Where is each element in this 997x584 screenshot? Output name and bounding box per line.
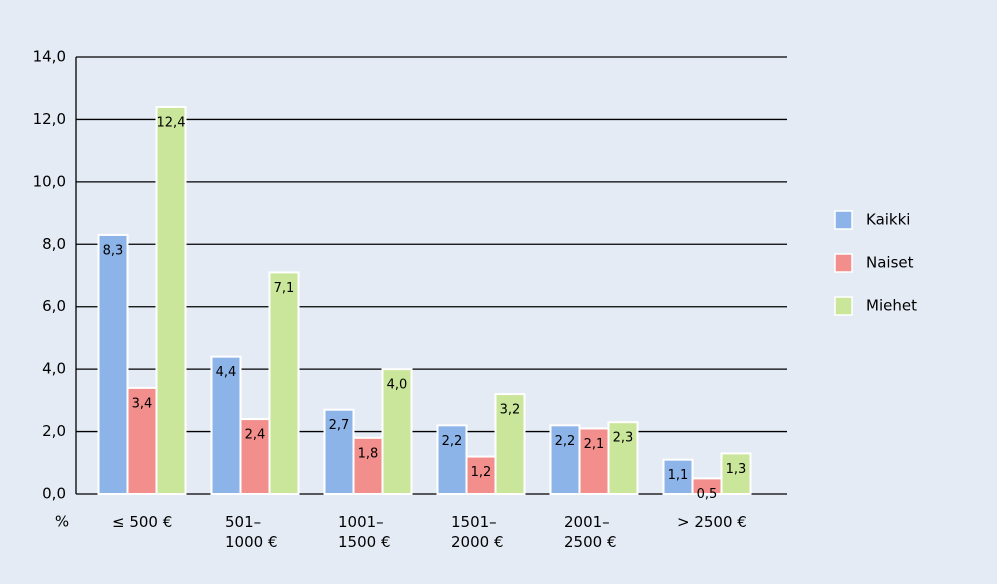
value-label: 2,7 xyxy=(329,418,350,433)
y-tick-label: 8,0 xyxy=(42,235,66,253)
value-label: 1,3 xyxy=(726,462,747,477)
value-label: 1,8 xyxy=(358,446,379,461)
bar xyxy=(268,271,300,495)
bar xyxy=(97,233,129,496)
value-label: 2,4 xyxy=(245,428,266,443)
y-tick-label: 4,0 xyxy=(42,360,66,378)
value-label: 12,4 xyxy=(157,115,186,130)
legend-swatch xyxy=(834,210,853,230)
value-label: 3,2 xyxy=(500,403,521,418)
y-tick-label: 0,0 xyxy=(42,485,66,503)
bar xyxy=(607,421,639,496)
bar xyxy=(155,105,187,495)
value-label: 2,3 xyxy=(613,431,634,446)
x-tick-label: > 2500 € xyxy=(677,513,747,531)
value-label: 1,2 xyxy=(471,465,492,480)
bar xyxy=(494,393,526,495)
value-label: 2,2 xyxy=(555,434,576,449)
bar xyxy=(352,436,384,496)
y-tick-label: 6,0 xyxy=(42,297,66,315)
bar xyxy=(549,424,581,496)
y-tick-label: 12,0 xyxy=(33,110,66,128)
value-label: 4,4 xyxy=(216,365,237,380)
bar xyxy=(720,452,752,495)
value-label: 0,5 xyxy=(697,487,718,502)
legend-swatch xyxy=(834,253,853,273)
bar xyxy=(436,424,468,496)
bar xyxy=(578,427,610,496)
x-tick-label: 1501– 2000 € xyxy=(451,513,504,551)
x-tick-label: ≤ 500 € xyxy=(112,513,173,531)
value-label: 2,2 xyxy=(442,434,463,449)
y-tick-label: 10,0 xyxy=(33,172,66,190)
value-label: 7,1 xyxy=(274,281,295,296)
legend-label: Miehet xyxy=(866,297,917,315)
bar xyxy=(210,355,242,495)
y-tick-label: 14,0 xyxy=(33,48,66,66)
bar xyxy=(239,418,271,496)
bar xyxy=(323,408,355,496)
x-tick-label: 1001– 1500 € xyxy=(338,513,391,551)
legend-label: Naiset xyxy=(866,254,914,272)
legend-label: Kaikki xyxy=(866,211,910,229)
legend-swatch xyxy=(834,296,853,316)
value-label: 8,3 xyxy=(103,243,124,258)
value-label: 4,0 xyxy=(387,378,408,393)
y-axis-label: % xyxy=(55,513,69,531)
value-label: 2,1 xyxy=(584,437,605,452)
x-tick-label: 501– 1000 € xyxy=(225,513,278,551)
y-tick-label: 2,0 xyxy=(42,422,66,440)
bar xyxy=(381,368,413,495)
value-label: 1,1 xyxy=(668,468,689,483)
bar xyxy=(662,458,694,495)
x-tick-label: 2001– 2500 € xyxy=(564,513,617,551)
value-label: 3,4 xyxy=(132,396,153,411)
